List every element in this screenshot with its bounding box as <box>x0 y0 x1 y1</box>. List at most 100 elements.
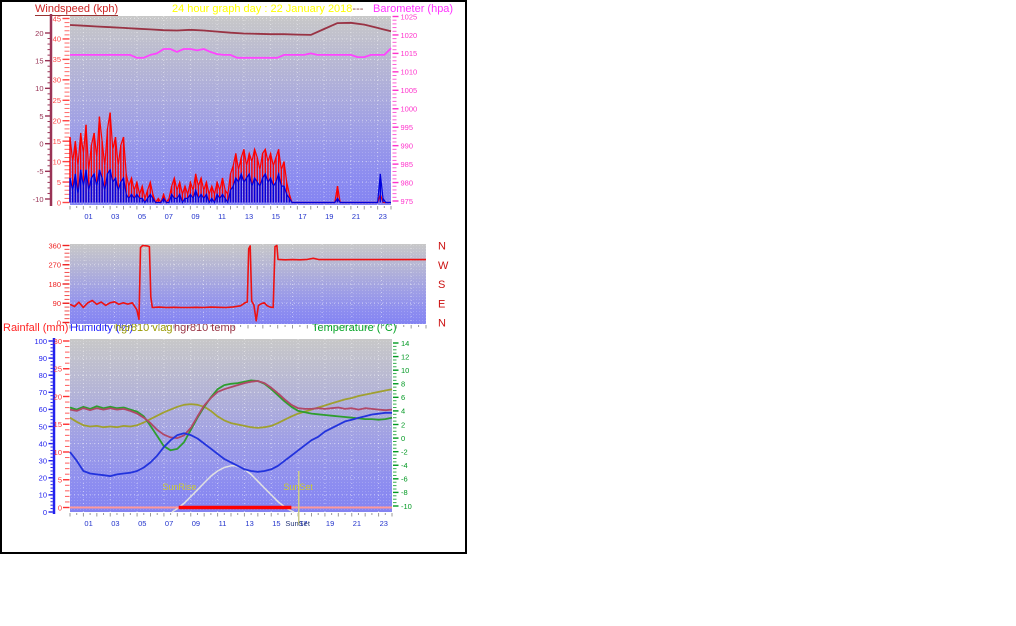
x-axis-label: 07 <box>165 212 173 221</box>
svg-text:0: 0 <box>43 508 47 517</box>
svg-text:15: 15 <box>35 56 43 65</box>
x-axis-label: 11 <box>218 212 226 221</box>
svg-text:-10: -10 <box>401 502 412 511</box>
x-axis-label: 23 <box>380 519 388 528</box>
sunset-label: SunSet <box>283 482 313 492</box>
compass-label: W <box>438 260 449 272</box>
x-axis-label: 21 <box>353 519 361 528</box>
svg-text:15: 15 <box>54 420 62 429</box>
top-series-barometer-magenta- <box>70 47 392 59</box>
compass-label: E <box>438 298 445 310</box>
svg-text:30: 30 <box>54 337 62 346</box>
svg-text:995: 995 <box>401 123 414 132</box>
x-axis-label: 19 <box>326 519 334 528</box>
x-axis-label: 15 <box>272 519 280 528</box>
graph-title: 24 hour graph day : 22 January 2018--- <box>172 3 363 15</box>
barometer-axis-title: Barometer (hpa) <box>373 3 454 15</box>
svg-text:-8: -8 <box>401 488 408 497</box>
svg-text:1025: 1025 <box>401 12 418 21</box>
svg-text:0: 0 <box>58 503 62 512</box>
sunrise-label: SunRise <box>162 482 196 492</box>
mid-grid <box>70 244 426 324</box>
svg-text:5: 5 <box>58 476 62 485</box>
svg-text:90: 90 <box>53 299 61 308</box>
rainfall-axis-title: Rainfall (mm) <box>3 322 69 334</box>
svg-text:12: 12 <box>401 352 409 361</box>
x-axis-label: 05 <box>138 212 146 221</box>
svg-text:270: 270 <box>48 261 61 270</box>
svg-text:40: 40 <box>39 439 47 448</box>
svg-text:1020: 1020 <box>401 31 418 40</box>
compass-label: S <box>438 279 445 291</box>
x-axis-label: 01 <box>84 519 92 528</box>
svg-text:1015: 1015 <box>401 49 418 58</box>
svg-text:2: 2 <box>401 420 405 429</box>
svg-text:20: 20 <box>35 29 43 38</box>
svg-text:30: 30 <box>39 457 47 466</box>
svg-text:-4: -4 <box>401 461 408 470</box>
svg-text:-10: -10 <box>33 195 44 204</box>
weather-charts-svg: 20151050-5-10454035302520151050102510201… <box>33 12 449 528</box>
bot-series-hgr810-vlag-olive- <box>69 388 393 429</box>
svg-text:50: 50 <box>39 422 47 431</box>
svg-text:35: 35 <box>53 55 61 64</box>
x-axis-label: 19 <box>325 212 333 221</box>
svg-text:985: 985 <box>401 160 414 169</box>
bot-x-ticks <box>69 513 393 517</box>
svg-text:360: 360 <box>48 241 61 250</box>
svg-text:5: 5 <box>57 178 61 187</box>
svg-text:6: 6 <box>401 393 405 402</box>
svg-text:80: 80 <box>39 371 47 380</box>
svg-text:90: 90 <box>39 354 47 363</box>
top-axis-outer: 20 15 10 5 0 -5 -10 <box>33 14 53 206</box>
svg-text:0: 0 <box>39 139 43 148</box>
bot-series-temperature-green- <box>69 379 393 452</box>
compass-label: N <box>438 318 446 330</box>
top-axis-baro: 1025 1020 1015 1010 1005 1000 995 990 985 980 975 <box>392 12 418 206</box>
svg-text:-2: -2 <box>401 447 408 456</box>
bot-axis-temp: 14 12 10 8 6 4 2 0 -2 -4 -6 -8 -10 <box>393 339 412 511</box>
bot-axis-rain: 30 25 20 15 10 5 0 <box>54 337 70 512</box>
compass-label: N <box>438 241 446 253</box>
svg-text:1005: 1005 <box>401 86 418 95</box>
x-axis-label: 17 <box>299 519 307 528</box>
svg-text:-5: -5 <box>37 167 44 176</box>
x-axis-label: 09 <box>191 212 199 221</box>
svg-text:20: 20 <box>53 117 61 126</box>
x-axis-label: 01 <box>84 212 92 221</box>
weather-graph-panel: Windspeed (kph) 24 hour graph day : 22 J… <box>0 0 467 554</box>
bot-chart: 1009080706050403020100302520151050141210… <box>34 337 411 528</box>
x-axis-label: 03 <box>111 519 119 528</box>
svg-text:0: 0 <box>57 198 61 207</box>
svg-text:10: 10 <box>54 448 62 457</box>
humidity-axis-title: Humidity (%) <box>70 322 133 334</box>
mid-axis-dir: 360 270 180 90 0 <box>48 241 70 327</box>
svg-text:1000: 1000 <box>401 105 418 114</box>
svg-text:40: 40 <box>53 35 61 44</box>
x-axis-label: 09 <box>192 519 200 528</box>
x-axis-label: 03 <box>111 212 119 221</box>
x-axis-label: 21 <box>352 212 360 221</box>
svg-text:990: 990 <box>401 141 414 150</box>
windspeed-axis-title: Windspeed (kph) <box>35 3 119 16</box>
svg-text:15: 15 <box>53 137 61 146</box>
svg-text:25: 25 <box>53 96 61 105</box>
svg-text:975: 975 <box>401 197 414 206</box>
top-axis-wind: 45 40 35 30 25 20 15 10 5 0 <box>53 14 70 207</box>
bot-series-solar-radiation-curve <box>171 465 295 513</box>
svg-text:100: 100 <box>34 337 47 346</box>
svg-text:1010: 1010 <box>401 68 418 77</box>
sunset-axis-label: SunSet <box>285 519 311 528</box>
x-axis-label: 13 <box>245 212 253 221</box>
svg-text:10: 10 <box>39 491 47 500</box>
svg-text:8: 8 <box>401 380 405 389</box>
x-axis-label: 07 <box>165 519 173 528</box>
top-chart: 20151050-5-10454035302520151050102510201… <box>33 12 418 221</box>
svg-text:60: 60 <box>39 405 47 414</box>
mid-series-wind-direction <box>69 244 426 322</box>
x-axis-label: 13 <box>245 519 253 528</box>
bot-series-humidity-blue- <box>69 411 392 477</box>
top-series-wind-average-blue- <box>69 168 391 205</box>
